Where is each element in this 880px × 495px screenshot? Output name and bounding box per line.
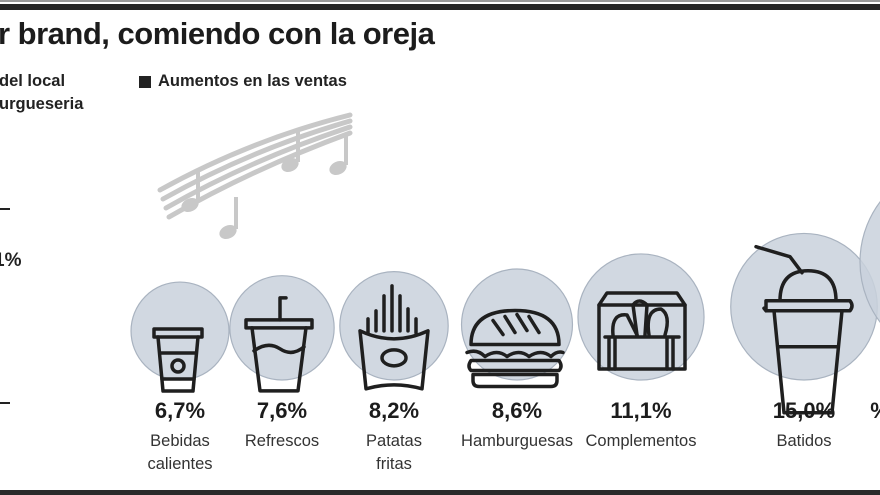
bubble-coffee-cup: [130, 281, 230, 381]
category-label: Patatas fritas: [366, 432, 422, 473]
icons-layer: [152, 244, 854, 415]
chart-title: r brand, comiendo con la oreja: [0, 16, 435, 51]
legend-label: Aumentos en las ventas: [158, 72, 347, 90]
value-label: 6,7%: [154, 398, 206, 423]
milkshake-icon: [754, 244, 854, 415]
side-note-line-2: urgueseria: [0, 95, 84, 113]
coffee-cup-icon: [152, 327, 204, 393]
category-label: Complementos: [585, 432, 697, 450]
side-note-line-1: del local: [0, 72, 66, 90]
burger-icon: [465, 308, 565, 389]
music-staff-line: [163, 124, 353, 211]
category-label: Refrescos: [244, 432, 320, 450]
music-notes-icon: [157, 112, 353, 240]
music-note-head: [329, 160, 347, 176]
side-note: del local urgueseria: [0, 70, 83, 116]
category-label: Bebidas calientes: [147, 432, 213, 473]
legend: Aumentos en las ventas: [139, 72, 347, 91]
bubble-milkshake: [730, 232, 878, 381]
side-tick-lower: [0, 402, 10, 404]
category-label: Batidos: [776, 432, 832, 450]
value-label-partial: %: [870, 398, 880, 424]
music-note-head: [219, 224, 237, 240]
legend-swatch: [139, 75, 151, 88]
bubble-french-fries: [339, 271, 449, 381]
music-staff-line: [160, 118, 353, 202]
french-fries-icon: [358, 284, 430, 391]
side-tick-upper: [0, 208, 10, 210]
side-percentage: 1%: [0, 250, 22, 271]
bottom-rule: [0, 490, 880, 495]
bubbles-layer: [130, 201, 880, 381]
soda-cup-icon: [244, 296, 314, 393]
value-label: 15,0%: [772, 398, 836, 423]
music-note-head: [281, 157, 299, 173]
value-label: 7,6%: [256, 398, 308, 423]
bubble-partial: [859, 201, 880, 323]
music-note-head: [181, 197, 199, 213]
value-label: 8,2%: [368, 398, 420, 423]
top-rule-thick: [0, 4, 880, 10]
value-label: 11,1%: [610, 398, 672, 423]
value-label: 8,6%: [491, 398, 543, 423]
category-label: Hamburguesas: [461, 432, 573, 450]
snack-box-icon: [597, 291, 687, 371]
music-staff-line: [157, 112, 353, 193]
top-rule-thin: [0, 0, 880, 2]
